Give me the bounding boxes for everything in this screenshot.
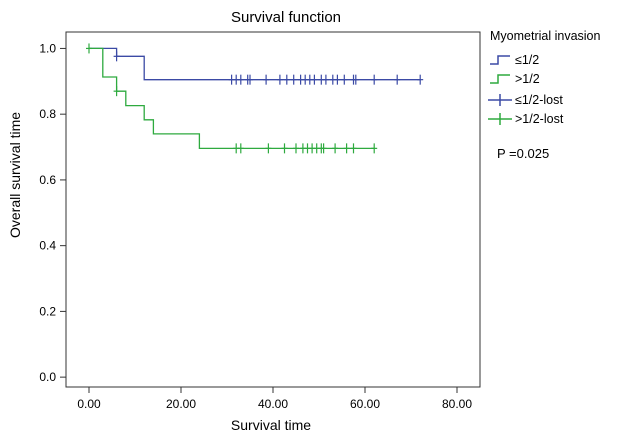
censor-mark [394,74,401,85]
censor-mark [281,143,288,154]
censor-mark [86,43,92,54]
censor-mark [290,74,297,85]
survival-curve-le-half [89,47,421,81]
y-axis-title: Overall survival time [7,112,23,238]
censor-mark [113,51,120,62]
legend-item: >1/2 [490,72,540,86]
y-tick-label: 0.2 [39,304,56,318]
legend-item: >1/2-lost [488,112,564,126]
censor-mark [371,143,378,154]
legend-item: ≤1/2-lost [488,93,563,107]
censor-mark [341,74,348,85]
x-axis-title: Survival time [231,417,311,433]
x-tick-label: 0.00 [77,397,101,411]
censor-mark [320,143,327,154]
chart-title: Survival function [231,9,341,26]
censor-mark [113,86,120,97]
x-tick-label: 60.00 [350,397,380,411]
x-tick-label: 80.00 [442,397,472,411]
legend-item: ≤1/2 [490,53,539,67]
legend-swatch-step [490,74,510,84]
x-tick-label: 40.00 [258,397,288,411]
legend-label: >1/2-lost [515,112,564,126]
censor-mark [334,74,341,85]
y-tick-label: 0.6 [39,173,56,187]
survival-curve-gt-half [89,47,375,150]
censor-mark [283,74,290,85]
censor-mark [265,143,272,154]
censor-mark [352,74,359,85]
series-layer [86,43,424,154]
censor-mark [322,74,329,85]
y-tick-label: 0.8 [39,107,56,121]
censor-mark [311,74,318,85]
censor-mark [371,74,378,85]
censor-mark [247,74,253,85]
censor-mark [276,74,283,85]
y-tick-label: 0.4 [39,239,56,253]
y-tick-label: 1.0 [39,41,56,55]
y-axis: 0.0 0.2 0.4 0.6 0.8 1.0 [39,41,66,384]
x-axis: 0.00 20.00 40.00 60.00 80.00 [77,387,472,411]
censor-mark [417,74,424,85]
censor-mark [332,143,339,154]
y-tick-label: 0.0 [39,370,56,384]
x-tick-label: 20.00 [166,397,196,411]
p-value-annotation: P =0.025 [497,146,549,161]
legend-title: Myometrial invasion [490,29,601,43]
legend-label: >1/2 [515,72,540,86]
plot-frame [65,31,481,388]
censor-mark [237,143,244,154]
censor-mark [343,143,350,154]
legend-swatch-step [490,55,510,65]
censor-mark [293,143,299,154]
legend-label: ≤1/2-lost [515,93,563,107]
legend: Myometrial invasion ≤1/2 >1/2 ≤1/2-lost >1/… [488,29,601,126]
legend-label: ≤1/2 [515,53,539,67]
censor-mark [263,74,270,85]
censor-mark [350,143,357,154]
censor-mark [237,74,244,85]
